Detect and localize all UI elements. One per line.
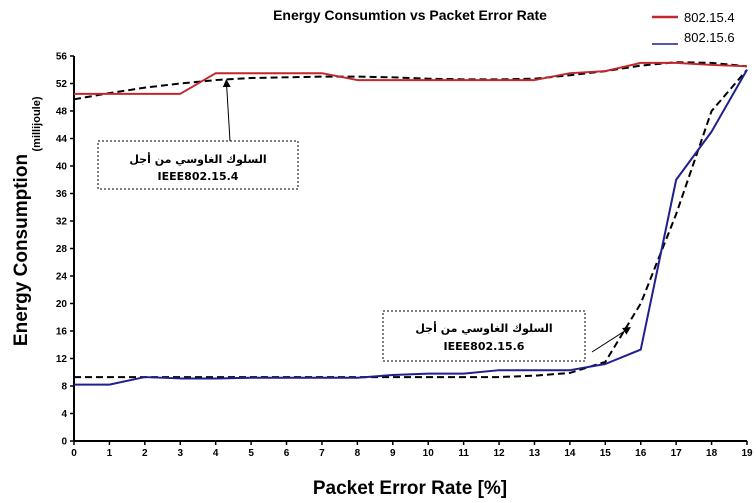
x-tick-label: 0 <box>71 448 77 459</box>
y-tick-label: 0 <box>61 437 67 448</box>
x-tick-label: 12 <box>493 448 505 459</box>
x-tick-label: 4 <box>213 448 219 459</box>
fit-curve-2 <box>74 69 748 379</box>
annotation-arrow <box>222 79 231 142</box>
x-tick-label: 7 <box>319 448 325 459</box>
x-tick-label: 16 <box>635 448 647 459</box>
annotation-arrows <box>222 79 631 353</box>
y-tick-label: 12 <box>56 354 68 365</box>
legend-label-802-15-6: 802.15.6 <box>684 30 735 45</box>
annotation-line: IEEE802.15.6 <box>444 340 525 353</box>
y-axis-unit: (millijoule) <box>31 96 43 151</box>
series-line-802-15-4 <box>74 61 748 95</box>
y-tick-label: 36 <box>56 189 68 200</box>
y-tick-label: 8 <box>61 382 67 393</box>
y-tick-label: 52 <box>56 79 68 90</box>
y-tick-label: 20 <box>56 299 68 310</box>
series-layer <box>73 61 748 386</box>
legend: 802.15.4 802.15.6 <box>652 10 735 45</box>
y-tick-label: 24 <box>56 272 68 283</box>
annotation-line: السلوك الغاوسي من أجل <box>129 152 266 166</box>
x-tick-label: 8 <box>355 448 361 459</box>
x-tick-label: 5 <box>248 448 254 459</box>
x-tick-label: 1 <box>107 448 113 459</box>
y-tick-label: 56 <box>56 52 68 63</box>
y-tick-label: 28 <box>56 244 68 255</box>
x-tick-label: 15 <box>600 448 612 459</box>
y-axis-label: Energy Consumption <box>11 154 32 346</box>
annotation-box <box>382 310 586 362</box>
fit-curve-1 <box>73 61 748 101</box>
x-tick-label: 6 <box>284 448 290 459</box>
legend-label-802-15-4: 802.15.4 <box>684 10 735 25</box>
x-tick-label: 10 <box>423 448 435 459</box>
annotation-box <box>97 140 299 190</box>
x-tick-label: 11 <box>458 448 469 459</box>
annotation-1: السلوك الغاوسي من أجل IEEE802.15.4 <box>97 140 299 190</box>
x-tick-label: 17 <box>671 448 683 459</box>
y-tick-label: 32 <box>56 217 68 228</box>
x-tick-label: 2 <box>142 448 148 459</box>
series-line-802-15-6 <box>74 69 748 386</box>
x-axis-label: Packet Error Rate [%] <box>313 478 507 499</box>
x-tick-label: 9 <box>390 448 396 459</box>
x-tick-label: 19 <box>741 448 753 459</box>
y-tick-label: 48 <box>56 107 68 118</box>
x-tick-label: 14 <box>564 448 576 459</box>
y-tick-label: 40 <box>56 162 68 173</box>
y-tick-label: 44 <box>56 134 68 145</box>
annotation-2: السلوك الغاوسي من أجل IEEE802.15.6 <box>382 310 586 362</box>
x-tick-label: 13 <box>529 448 541 459</box>
annotation-line: IEEE802.15.4 <box>158 170 239 183</box>
y-tick-label: 4 <box>61 409 67 420</box>
chart-title: Energy Consumtion vs Packet Error Rate <box>273 7 547 23</box>
y-tick-label: 16 <box>56 327 68 338</box>
x-tick-label: 3 <box>177 448 183 459</box>
x-tick-label: 18 <box>706 448 718 459</box>
annotation-line: السلوك الغاوسي من أجل <box>415 321 552 335</box>
annotation-arrow <box>591 327 631 353</box>
